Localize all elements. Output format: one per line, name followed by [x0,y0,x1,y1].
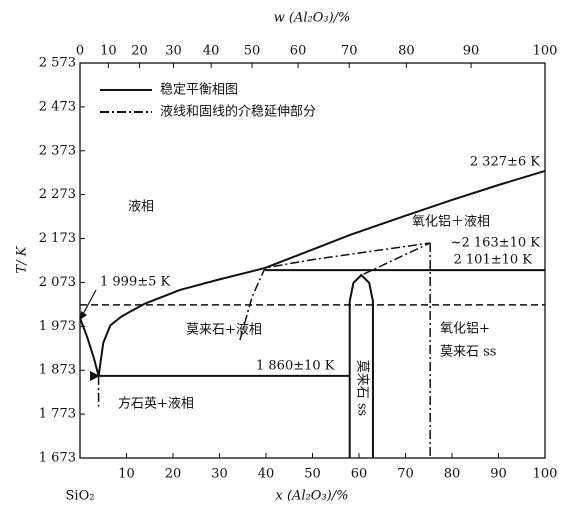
top-tick-label: 60 [290,44,307,59]
legend-label: 液线和固线的介稳延伸部分 [160,104,316,120]
y-tick-label: 1 673 [39,451,76,466]
annotation: ~2 163±10 K [451,236,541,251]
legend-label: 稳定平衡相图 [160,82,238,98]
top-axis-title: w (Al₂O₃)/% [274,11,351,26]
x-tick-label: 20 [165,467,182,482]
y-tick-label: 2 073 [39,275,76,290]
phase-line [239,242,431,341]
annotation: 莫来石 ss [355,360,370,416]
x-tick-label: 10 [118,467,135,482]
annotation: 2 327±6 K [470,155,541,170]
x-origin-label: SiO₂ [66,489,95,504]
x-tick-label: 50 [304,467,321,482]
arrow [81,289,97,317]
x-tick-label: 70 [397,467,414,482]
phase-line [363,242,431,275]
annotation: 氧化铝+ [440,322,490,337]
top-tick-label: 40 [203,44,220,59]
annotation: 1 860±10 K [256,359,335,374]
x-tick-label: 30 [211,467,228,482]
top-tick-label: 10 [100,44,117,59]
top-tick-label: 100 [533,44,558,59]
top-tick-label: 50 [244,44,261,59]
y-tick-label: 2 573 [39,56,76,71]
phase-line [79,317,100,377]
arrowhead [80,311,87,320]
y-tick-label: 1 873 [39,363,76,378]
y-tick-label: 2 373 [39,143,76,158]
x-axis-title: x (Al₂O₃)/% [276,489,349,504]
x-tick-label: 60 [351,467,368,482]
phase-line [97,170,546,377]
top-tick-label: 70 [341,44,358,59]
annotation: 2 101±10 K [454,253,533,268]
annotation: 方石英+液相 [118,396,194,412]
y-tick-label: 1 973 [39,319,76,334]
x-tick-label: 40 [258,467,275,482]
x-tick-label: 80 [444,467,461,482]
y-tick-label: 2 473 [39,99,76,114]
annotation: 莫来石+液相 [186,323,262,338]
y-axis-title: T/ K [15,245,30,273]
x-tick-label: 90 [490,467,507,482]
top-tick-label: 20 [131,44,148,59]
top-tick-label: 80 [398,44,415,59]
top-tick-label: 30 [165,44,182,59]
annotation: 液相 [128,200,154,215]
y-tick-label: 2 273 [39,187,76,202]
annotation: 氧化铝＋液相 [412,215,490,230]
y-tick-label: 2 173 [39,231,76,246]
phase-line [348,273,374,458]
top-tick-label: 90 [463,44,480,59]
top-tick-label: 0 [76,44,84,59]
x-tick-label: 100 [533,467,558,482]
annotation: 莫来石 ss [440,345,496,360]
y-tick-label: 1 773 [39,407,76,422]
annotation: 1 999±5 K [100,275,171,290]
